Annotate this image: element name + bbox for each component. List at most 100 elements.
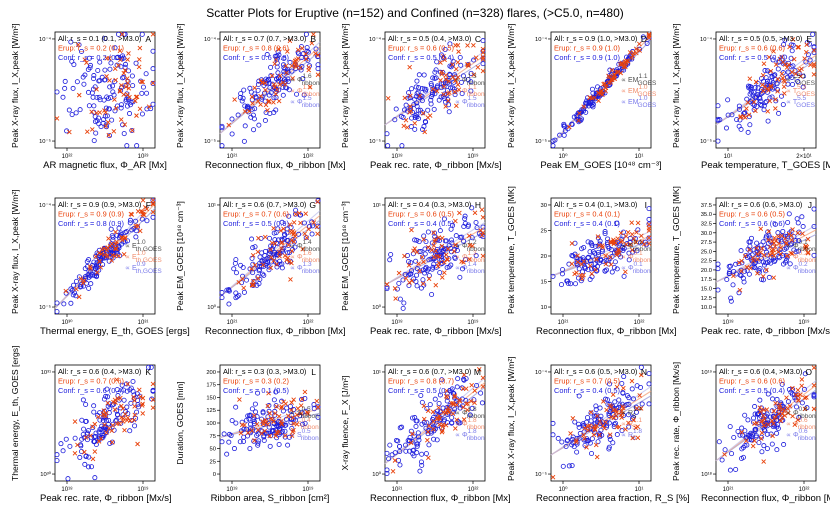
confined-point (129, 73, 135, 79)
y-axis-label: Peak X-ray flux, I_X,peak [W/m²] (506, 23, 516, 148)
panel-O: All: r_s = 0.6 (0.4, >M3.0) Erup: r_s = 0… (661, 361, 830, 527)
eruptive-point (239, 422, 245, 428)
eruptive-point (135, 209, 141, 214)
confined-point (241, 434, 247, 440)
confined-point (274, 261, 280, 267)
eruptive-point (282, 433, 288, 438)
confined-point (454, 398, 460, 404)
confined-point (292, 244, 298, 250)
confined-point (756, 410, 762, 416)
panel-letter: H (475, 200, 481, 210)
confined-point (462, 216, 468, 222)
eruptive-point (765, 109, 771, 114)
eruptive-point (439, 71, 445, 77)
panel-I: All: r_s = 0.4 (0.1, >M3.0) Erup: r_s = 0… (496, 186, 677, 360)
confined-point (97, 78, 103, 84)
eruptive-point (72, 419, 78, 424)
panel-letter: L (311, 367, 316, 377)
confined-point (584, 419, 590, 425)
y-axis-label: Peak X-ray flux, I_X,peak [W/m²] (10, 189, 20, 314)
eruptive-point (128, 211, 134, 217)
eruptive-point (635, 220, 641, 226)
confined-point (399, 143, 405, 149)
confined-point (469, 235, 475, 241)
panel-H-plot: All: r_s = 0.4 (0.3, >M3.0)Erup: r_s = 0… (372, 197, 486, 326)
eruptive-point (140, 401, 145, 407)
eruptive-point (277, 253, 282, 259)
confined-point (474, 225, 480, 231)
fit-label: ∝ R1.8 S (621, 428, 642, 442)
confined-point (457, 54, 463, 60)
confined-point (268, 90, 274, 96)
confined-point (775, 230, 781, 236)
eruptive-point (775, 88, 780, 94)
x-tick-label: 10²¹ (227, 320, 238, 326)
confined-point (425, 107, 431, 113)
eruptive-point (129, 128, 135, 133)
confined-point (478, 390, 484, 396)
stat-conf: Conf: r_s = 0.6 (0.6) (719, 219, 785, 228)
eruptive-point (811, 406, 817, 412)
confined-point (81, 81, 87, 87)
confined-point (255, 440, 261, 446)
y-tick-label: 20 (541, 254, 547, 260)
eruptive-point (289, 407, 294, 413)
x-axis-label: Reconnection flux, Φ_ribbon [Mx] (701, 493, 830, 504)
eruptive-point (742, 253, 748, 259)
x-tick-label: 10¹ (635, 154, 644, 160)
confined-point (413, 93, 419, 99)
eruptive-point (766, 229, 772, 234)
confined-point (802, 371, 808, 377)
confined-point (762, 68, 768, 74)
confined-point (621, 374, 627, 380)
x-tick-label: 10²³ (138, 154, 149, 160)
confined-point (416, 116, 422, 122)
eruptive-point (646, 32, 652, 37)
confined-point (274, 435, 280, 441)
eruptive-point (630, 435, 636, 441)
confined-point (727, 467, 733, 473)
eruptive-point (628, 242, 633, 247)
confined-point (219, 295, 225, 301)
confined-point (575, 117, 581, 123)
confined-point (255, 87, 261, 93)
confined-point (738, 248, 744, 254)
plot-frame (715, 364, 817, 482)
plot-frame (54, 31, 156, 149)
fit-label: ∝ Φ1.3 ribbon (290, 261, 320, 275)
eruptive-point (274, 261, 279, 267)
eruptive-point (452, 394, 457, 400)
eruptive-point (566, 124, 572, 130)
eruptive-point (761, 252, 767, 258)
confined-point (585, 255, 591, 261)
confined-point (441, 216, 447, 222)
eruptive-point (125, 92, 130, 97)
eruptive-point (150, 201, 156, 206)
fit-label: ∝ E1.0 th,GOES (125, 250, 162, 264)
eruptive-point (767, 244, 773, 250)
fit-label: ∝ Φ0.1 ribbon (786, 239, 816, 253)
confined-point (605, 236, 611, 242)
confined-point (459, 91, 465, 97)
confined-point (480, 38, 486, 44)
confined-point (299, 63, 305, 69)
eruptive-point (629, 378, 635, 384)
confined-point (402, 271, 408, 277)
stat-erup: Erup: r_s = 0.7 (0.5) (554, 377, 620, 386)
eruptive-point (591, 432, 597, 438)
confined-point (96, 94, 102, 100)
eruptive-point (789, 237, 795, 243)
confined-point (752, 428, 758, 434)
eruptive-point (443, 77, 449, 82)
confined-point (116, 225, 122, 231)
confined-point (297, 212, 303, 218)
confined-point (616, 404, 622, 410)
confined-point (110, 237, 116, 243)
confined-point (781, 42, 787, 48)
eruptive-point (271, 100, 276, 105)
eruptive-point (587, 263, 593, 269)
eruptive-point (798, 392, 803, 398)
confined-point (780, 261, 786, 267)
eruptive-point (472, 210, 478, 216)
confined-point (438, 52, 444, 58)
